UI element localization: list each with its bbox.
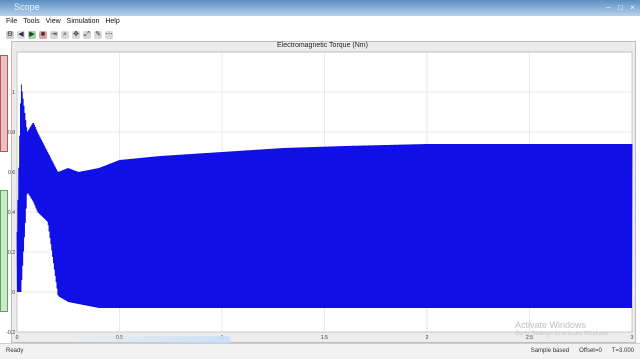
y-tick-label: 0.4 (8, 210, 15, 216)
tools-icon[interactable]: ⋯ (105, 30, 113, 39)
y-tick-label: 0.8 (8, 130, 15, 136)
status-time: T=3.000 (611, 348, 634, 354)
torque-series-line (16, 84, 633, 309)
menu-bar: File Tools View Simulation Help (6, 18, 120, 29)
pan-icon[interactable]: ✥ (72, 30, 80, 39)
status-ready: Ready (6, 348, 24, 354)
x-tick-label: 0 (16, 335, 19, 341)
window-title: Scope (14, 2, 40, 12)
status-bar: Ready Sample based Offset=0 T=3.000 (0, 343, 640, 359)
title-bar: Scope – □ × (0, 0, 640, 16)
y-tick-label: -0.2 (6, 330, 15, 336)
y-tick-label: 0 (12, 290, 15, 296)
run-icon[interactable]: ▶ (28, 30, 36, 39)
back-icon[interactable]: ◀ (17, 30, 25, 39)
autoscale-icon[interactable]: ⤢ (83, 30, 91, 39)
y-tick-label: 0.6 (8, 170, 15, 176)
x-tick-label: 2.5 (526, 335, 533, 341)
activate-windows-watermark: Activate Windows (515, 320, 587, 330)
x-tick-label: 1.5 (321, 335, 328, 341)
menu-simulation[interactable]: Simulation (66, 18, 100, 25)
status-offset: Offset=0 (579, 348, 602, 354)
side-scope-green (0, 190, 8, 312)
menu-view[interactable]: View (45, 18, 61, 25)
plot-title: Electromagnetic Torque (Nm) (277, 42, 368, 49)
menu-tools[interactable]: Tools (23, 18, 40, 25)
x-tick-label: 3 (631, 335, 634, 341)
activate-windows-subtext: Go to Settings to activate Windows. (515, 331, 610, 337)
status-right: Sample based Offset=0 T=3.000 (531, 348, 634, 354)
cursor-icon[interactable]: ✎ (94, 30, 102, 39)
settings-icon[interactable]: ⚙ (6, 30, 14, 39)
x-tick-label: 2 (426, 335, 429, 341)
menu-file[interactable]: File (6, 18, 18, 25)
status-sample: Sample based (530, 348, 570, 354)
side-scope-red (0, 55, 8, 152)
minimize-icon[interactable]: – (606, 3, 611, 12)
stop-icon[interactable]: ■ (39, 30, 47, 39)
y-tick-label: 1 (12, 90, 15, 96)
maximize-icon[interactable]: □ (618, 3, 623, 12)
y-tick-label: 0.2 (8, 250, 15, 256)
zoom-icon[interactable]: ⌕ (61, 30, 69, 39)
step-icon[interactable]: ⇥ (50, 30, 58, 39)
toolbar: ⚙ ◀ ▶ ■ ⇥ ⌕ ✥ ⤢ ✎ ⋯ (6, 29, 113, 40)
close-icon[interactable]: × (630, 3, 635, 12)
menu-help[interactable]: Help (105, 18, 120, 25)
